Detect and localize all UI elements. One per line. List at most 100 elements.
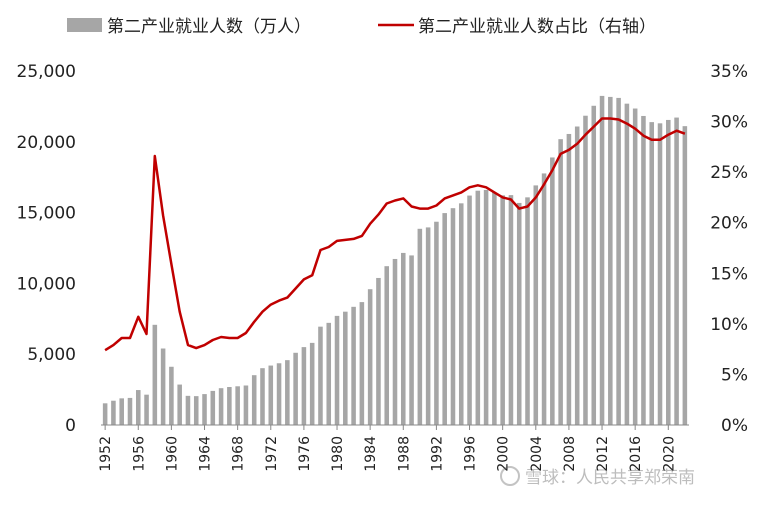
bar-1987 — [392, 258, 398, 425]
bar-1995 — [458, 203, 464, 425]
bar-2011 — [591, 105, 597, 425]
x-tick-label: 2020 — [661, 436, 677, 472]
bar-1981 — [343, 311, 348, 425]
bar-1976 — [301, 347, 307, 425]
bar-1988 — [401, 252, 406, 425]
y2-tick-label: 20% — [710, 214, 748, 234]
x-tick-label: 1980 — [330, 436, 346, 472]
bar-1960 — [169, 366, 174, 425]
bar-1991 — [425, 227, 431, 425]
bar-2005 — [541, 173, 547, 425]
bar-2000 — [500, 195, 505, 425]
bar-2010 — [583, 115, 588, 425]
bar-2002 — [516, 202, 522, 425]
bar-2018 — [649, 122, 655, 425]
x-tick-label: 1992 — [429, 436, 445, 472]
bar-1971 — [260, 368, 265, 425]
bar-2016 — [632, 108, 638, 426]
x-tick-label: 2000 — [496, 436, 512, 472]
bar-1999 — [492, 192, 497, 425]
legend-bar-swatch — [67, 18, 102, 32]
y-tick-label: 20,000 — [17, 133, 76, 153]
bar-2003 — [525, 197, 530, 425]
x-tick-label: 1972 — [264, 436, 280, 472]
y-tick-label: 5,000 — [27, 345, 76, 365]
share-line — [104, 117, 686, 352]
bar-1984 — [367, 289, 373, 425]
bar-1974 — [285, 360, 290, 425]
bar-1986 — [384, 266, 389, 425]
bar-1992 — [434, 221, 439, 425]
y2-tick-label: 30% — [710, 113, 748, 133]
y2-tick-label: 0% — [721, 416, 748, 436]
bar-1994 — [450, 208, 456, 425]
watermark-text: 雪球：人民共享郑荣南 — [525, 468, 695, 488]
bar-1998 — [483, 189, 489, 425]
bar-1966 — [218, 388, 224, 425]
bar-1996 — [467, 195, 472, 425]
bar-series — [102, 95, 688, 426]
bar-1979 — [326, 322, 332, 425]
bar-1953 — [111, 400, 116, 425]
y2-tick-label: 10% — [710, 315, 748, 335]
bar-1978 — [318, 326, 323, 425]
watermark-logo-icon — [500, 466, 520, 486]
bar-1983 — [359, 302, 365, 425]
bar-2020 — [666, 119, 671, 426]
bar-2012 — [599, 95, 605, 425]
x-tick-label: 1984 — [363, 436, 379, 472]
x-tick-label: 1988 — [396, 436, 412, 472]
bar-2019 — [657, 123, 663, 425]
bar-1990 — [417, 228, 423, 425]
bar-2001 — [508, 195, 514, 425]
x-tick-label: 1996 — [463, 436, 479, 472]
legend-bar-label: 第二产业就业人数（万人） — [107, 17, 311, 37]
y-tick-label: 15,000 — [17, 204, 76, 224]
x-tick-label: 2004 — [529, 436, 545, 472]
bar-1954 — [119, 398, 124, 425]
bar-1980 — [334, 315, 340, 425]
bar-2021 — [674, 117, 679, 426]
bar-1985 — [376, 277, 381, 425]
y-tick-label: 0 — [65, 416, 76, 436]
line-series — [104, 117, 686, 352]
bar-2006 — [550, 157, 555, 426]
y-tick-label: 25,000 — [17, 62, 76, 82]
bar-1968 — [235, 386, 240, 425]
bar-2009 — [574, 126, 580, 425]
x-tick-label: 1952 — [98, 436, 114, 472]
bar-2007 — [558, 139, 563, 425]
bar-2022 — [682, 126, 688, 425]
x-tick-label: 1964 — [198, 436, 214, 472]
bar-1961 — [177, 384, 182, 425]
y2-tick-label: 35% — [710, 62, 748, 82]
bar-2008 — [566, 133, 572, 425]
bar-1972 — [268, 365, 274, 425]
y2-tick-label: 25% — [710, 163, 748, 183]
bar-1964 — [202, 394, 207, 425]
y2-tick-label: 5% — [721, 365, 748, 385]
watermark: 雪球：人民共享郑荣南 — [500, 466, 695, 488]
bar-1957 — [144, 394, 149, 425]
bar-1958 — [152, 324, 158, 425]
bar-2013 — [608, 96, 613, 425]
y-tick-label: 10,000 — [17, 274, 76, 294]
bar-2017 — [641, 115, 646, 425]
bar-1965 — [210, 390, 216, 425]
x-tick-label: 2008 — [562, 436, 578, 472]
left-axis-ticks: 0 5,000 10,000 15,000 20,000 25,000 — [17, 62, 76, 436]
bar-1977 — [309, 342, 315, 425]
bar-1975 — [293, 352, 298, 425]
bar-1967 — [227, 387, 232, 425]
bar-1956 — [135, 390, 141, 425]
bar-1993 — [442, 213, 447, 425]
legend-line-label: 第二产业就业人数占比（右轴） — [418, 17, 656, 37]
bar-1955 — [127, 397, 133, 425]
x-tick-label: 1956 — [131, 436, 147, 472]
y2-tick-label: 15% — [710, 264, 748, 284]
bar-1963 — [193, 396, 199, 425]
bar-1989 — [409, 255, 414, 425]
x-tick-label: 1960 — [164, 436, 180, 472]
